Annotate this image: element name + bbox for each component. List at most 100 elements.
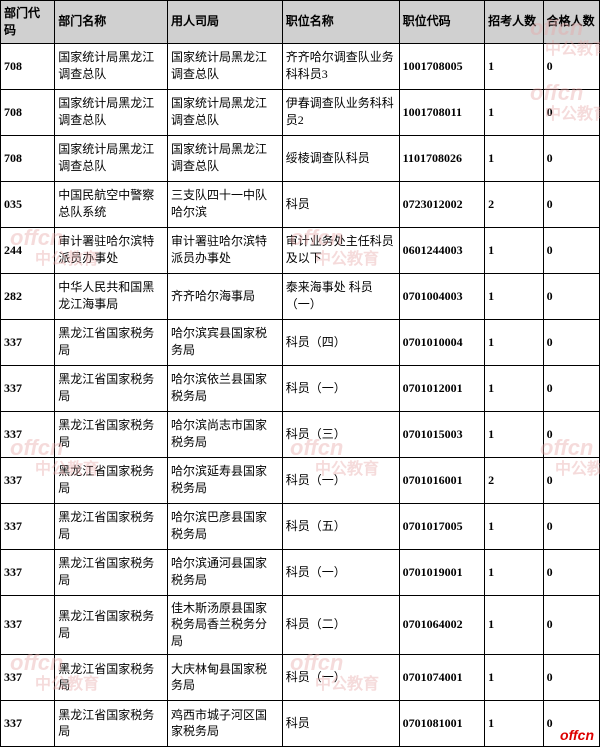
cell: 哈尔滨尚志市国家税务局	[167, 411, 282, 457]
table-header-row: 部门代码部门名称用人司局职位名称职位代码招考人数合格人数	[1, 1, 600, 44]
cell: 0701064002	[399, 595, 485, 654]
cell: 科员	[282, 700, 399, 746]
cell: 0701004003	[399, 273, 485, 319]
cell: 1	[485, 700, 543, 746]
cell: 科员（二）	[282, 595, 399, 654]
table-row: 708国家统计局黑龙江调查总队国家统计局黑龙江调查总队伊春调查队业务科科员210…	[1, 89, 600, 135]
cell: 0	[543, 411, 599, 457]
cell: 0	[543, 654, 599, 700]
table-row: 337黑龙江省国家税务局佳木斯汤原县国家税务局香兰税务分局科员（二）070106…	[1, 595, 600, 654]
cell: 0	[543, 365, 599, 411]
cell: 哈尔滨延寿县国家税务局	[167, 457, 282, 503]
cell: 齐齐哈尔调查队业务科科员3	[282, 43, 399, 89]
cell: 0701017005	[399, 503, 485, 549]
cell: 审计业务处主任科员及以下	[282, 227, 399, 273]
table-row: 337黑龙江省国家税务局鸡西市城子河区国家税务局科员070108100110	[1, 700, 600, 746]
cell: 泰来海事处 科员（一）	[282, 273, 399, 319]
cell: 0	[543, 89, 599, 135]
cell: 科员	[282, 181, 399, 227]
cell: 中华人民共和国黑龙江海事局	[55, 273, 168, 319]
cell: 708	[1, 135, 55, 181]
cell: 中国民航空中警察总队系统	[55, 181, 168, 227]
cell: 2	[485, 457, 543, 503]
cell: 337	[1, 503, 55, 549]
cell: 黑龙江省国家税务局	[55, 365, 168, 411]
cell: 337	[1, 595, 55, 654]
cell: 1001708011	[399, 89, 485, 135]
cell: 国家统计局黑龙江调查总队	[167, 43, 282, 89]
cell: 0	[543, 595, 599, 654]
table-row: 337黑龙江省国家税务局哈尔滨通河县国家税务局科员（一）070101900110	[1, 549, 600, 595]
cell: 佳木斯汤原县国家税务局香兰税务分局	[167, 595, 282, 654]
cell: 黑龙江省国家税务局	[55, 595, 168, 654]
cell: 0	[543, 457, 599, 503]
cell: 337	[1, 457, 55, 503]
cell: 哈尔滨巴彦县国家税务局	[167, 503, 282, 549]
cell: 0	[543, 181, 599, 227]
cell: 1	[485, 135, 543, 181]
cell: 0701015003	[399, 411, 485, 457]
cell: 科员（三）	[282, 411, 399, 457]
cell: 科员（一）	[282, 365, 399, 411]
cell: 国家统计局黑龙江调查总队	[55, 89, 168, 135]
cell: 黑龙江省国家税务局	[55, 549, 168, 595]
cell: 国家统计局黑龙江调查总队	[55, 135, 168, 181]
cell: 国家统计局黑龙江调查总队	[167, 135, 282, 181]
cell: 0701012001	[399, 365, 485, 411]
cell: 1	[485, 319, 543, 365]
cell: 黑龙江省国家税务局	[55, 503, 168, 549]
cell: 0601244003	[399, 227, 485, 273]
col-header-1: 部门名称	[55, 1, 168, 44]
table-row: 337黑龙江省国家税务局哈尔滨巴彦县国家税务局科员（五）070101700510	[1, 503, 600, 549]
cell: 哈尔滨依兰县国家税务局	[167, 365, 282, 411]
cell: 伊春调查队业务科科员2	[282, 89, 399, 135]
cell: 1	[485, 654, 543, 700]
table-row: 708国家统计局黑龙江调查总队国家统计局黑龙江调查总队绥棱调查队科员110170…	[1, 135, 600, 181]
cell: 科员（五）	[282, 503, 399, 549]
table-row: 337黑龙江省国家税务局哈尔滨依兰县国家税务局科员（一）070101200110	[1, 365, 600, 411]
col-header-5: 招考人数	[485, 1, 543, 44]
cell: 国家统计局黑龙江调查总队	[167, 89, 282, 135]
cell: 1101708026	[399, 135, 485, 181]
cell: 1	[485, 89, 543, 135]
col-header-4: 职位代码	[399, 1, 485, 44]
cell: 1001708005	[399, 43, 485, 89]
cell: 1	[485, 43, 543, 89]
cell: 科员（一）	[282, 549, 399, 595]
cell: 三支队四十一中队哈尔滨	[167, 181, 282, 227]
table-body: 708国家统计局黑龙江调查总队国家统计局黑龙江调查总队齐齐哈尔调查队业务科科员3…	[1, 43, 600, 746]
table-row: 035中国民航空中警察总队系统三支队四十一中队哈尔滨科员072301200220	[1, 181, 600, 227]
cell: 审计署驻哈尔滨特派员办事处	[167, 227, 282, 273]
footer-watermark: offcn	[560, 727, 594, 743]
cell: 708	[1, 89, 55, 135]
cell: 337	[1, 319, 55, 365]
cell: 0	[543, 135, 599, 181]
table-row: 337黑龙江省国家税务局哈尔滨宾县国家税务局科员（四）070101000410	[1, 319, 600, 365]
cell: 337	[1, 549, 55, 595]
cell: 1	[485, 595, 543, 654]
cell: 0	[543, 549, 599, 595]
cell: 大庆林甸县国家税务局	[167, 654, 282, 700]
table-row: 337黑龙江省国家税务局大庆林甸县国家税务局科员（一）070107400110	[1, 654, 600, 700]
cell: 黑龙江省国家税务局	[55, 654, 168, 700]
cell: 科员（一）	[282, 457, 399, 503]
cell: 1	[485, 503, 543, 549]
cell: 282	[1, 273, 55, 319]
cell: 337	[1, 365, 55, 411]
table-row: 282中华人民共和国黑龙江海事局齐齐哈尔海事局泰来海事处 科员（一）070100…	[1, 273, 600, 319]
cell: 0701016001	[399, 457, 485, 503]
cell: 0	[543, 503, 599, 549]
table-row: 244审计署驻哈尔滨特派员办事处审计署驻哈尔滨特派员办事处审计业务处主任科员及以…	[1, 227, 600, 273]
cell: 1	[485, 365, 543, 411]
cell: 0	[543, 273, 599, 319]
col-header-2: 用人司局	[167, 1, 282, 44]
position-table: 部门代码部门名称用人司局职位名称职位代码招考人数合格人数 708国家统计局黑龙江…	[0, 0, 600, 747]
cell: 齐齐哈尔海事局	[167, 273, 282, 319]
cell: 黑龙江省国家税务局	[55, 457, 168, 503]
cell: 0701081001	[399, 700, 485, 746]
cell: 2	[485, 181, 543, 227]
cell: 0701019001	[399, 549, 485, 595]
cell: 708	[1, 43, 55, 89]
cell: 黑龙江省国家税务局	[55, 411, 168, 457]
cell: 337	[1, 654, 55, 700]
